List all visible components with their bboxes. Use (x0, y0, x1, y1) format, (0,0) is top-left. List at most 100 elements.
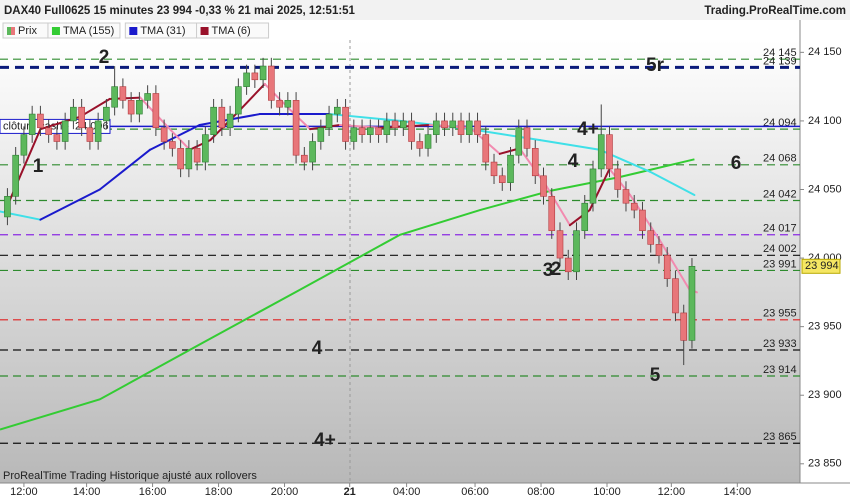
candle-body (177, 148, 184, 170)
candle-body (647, 230, 655, 245)
level-label: 23 865 (763, 431, 797, 443)
wave-label: 4 (568, 151, 579, 172)
legend-label: Prix (18, 25, 37, 37)
candle-body (20, 134, 28, 156)
candle-body (523, 127, 531, 149)
candle-body (498, 175, 506, 183)
x-tick-label: 14:00 (73, 486, 101, 498)
level-label: 24 068 (763, 153, 797, 165)
candle-body (358, 127, 366, 135)
candle-body (540, 175, 547, 197)
candle-body (391, 120, 399, 129)
candle-body (622, 189, 630, 204)
candle-body (185, 148, 193, 170)
legend-box (196, 22, 270, 39)
x-tick-label: 10:00 (593, 486, 621, 498)
header-bar (0, 0, 850, 20)
candle-body (367, 127, 374, 135)
level-label: 24 017 (763, 223, 797, 235)
wave-label: 2 (99, 47, 110, 68)
candle-body (144, 93, 151, 101)
candle-body (672, 278, 679, 314)
candle-body (383, 120, 391, 135)
candle-body (655, 244, 663, 256)
candle-body (680, 312, 688, 341)
x-tick-label: 20:00 (271, 486, 299, 498)
y-tick-label: 23 850 (808, 458, 842, 470)
level-label: 24 145 (763, 47, 797, 59)
candle-body (581, 202, 589, 231)
ma-segment (648, 170, 696, 196)
wave-label: 2 (551, 259, 562, 280)
candle-body (424, 134, 432, 149)
wave-label: 3 (543, 260, 554, 281)
y-tick-label: 23 900 (808, 389, 842, 401)
y-tick-label: 24 150 (808, 46, 842, 58)
ma-segment (98, 148, 152, 191)
candle-body (136, 100, 143, 115)
ma-segment (328, 113, 401, 122)
candle-body (37, 113, 44, 129)
candle-body (169, 141, 176, 149)
candle-body (375, 127, 382, 135)
candle-body (432, 120, 440, 135)
candle-body (70, 106, 77, 122)
candle-body (53, 134, 61, 142)
candle-body (474, 120, 481, 135)
x-tick-label: 18:00 (205, 486, 233, 498)
ma-segment (168, 128, 191, 151)
candle-body (490, 161, 498, 177)
level-label: 23 914 (763, 364, 797, 376)
candle-body (589, 168, 597, 204)
footer: ProRealTime Trading Historique ajusté au… (3, 470, 257, 482)
candle-body (119, 86, 127, 101)
x-tick-label: 14:00 (724, 486, 752, 498)
candle-body (663, 255, 671, 279)
candle-body (573, 230, 580, 273)
candle-body (688, 266, 696, 341)
candle-body (45, 127, 52, 135)
wave-label: 5 (650, 365, 661, 386)
candle-body (606, 134, 613, 170)
candle-body (416, 141, 424, 149)
candle-body (61, 120, 69, 142)
candle-body (399, 120, 407, 129)
site: Trading.ProRealTime.com (704, 5, 846, 17)
candle-body (111, 86, 118, 108)
x-tick-label: 12:00 (658, 486, 686, 498)
candle-body (268, 65, 275, 101)
chart-title: DAX40 Full0625 15 minutes 23 994 -0,33 %… (4, 5, 356, 17)
candle-body (441, 120, 448, 129)
legend-swatch (200, 27, 209, 35)
wave-label: 5r (646, 55, 665, 76)
legend-swatch (11, 27, 15, 35)
candle-body (259, 65, 267, 81)
ma-segment (544, 183, 571, 227)
level-label: 23 933 (763, 338, 797, 350)
candle-body (276, 100, 283, 108)
x-tick-label: 12:00 (10, 486, 38, 498)
candle-body (12, 154, 19, 197)
wave-label: 1 (33, 156, 44, 177)
candle-body (564, 257, 572, 273)
wave-label: 4 (312, 338, 323, 359)
legend-label: TMA (155) (63, 25, 114, 37)
candle-body (334, 106, 341, 115)
candle-body (597, 134, 605, 170)
candle-body (284, 100, 292, 108)
candle-body (408, 120, 415, 142)
candle-body (94, 120, 102, 142)
wave-label: 4+ (577, 119, 599, 140)
level-label: 24 042 (763, 188, 797, 200)
candle-body (614, 168, 622, 190)
ma-segment (3, 128, 42, 213)
ma-segment (39, 188, 101, 221)
x-tick-label: 08:00 (527, 486, 555, 498)
legend-swatch (129, 27, 138, 35)
legend-label: TMA (6) (212, 25, 251, 37)
y-tick-label: 24 100 (808, 115, 842, 127)
ma-segment (239, 82, 266, 111)
candle-body (548, 196, 556, 231)
legend-label: TMA (31) (140, 25, 185, 37)
